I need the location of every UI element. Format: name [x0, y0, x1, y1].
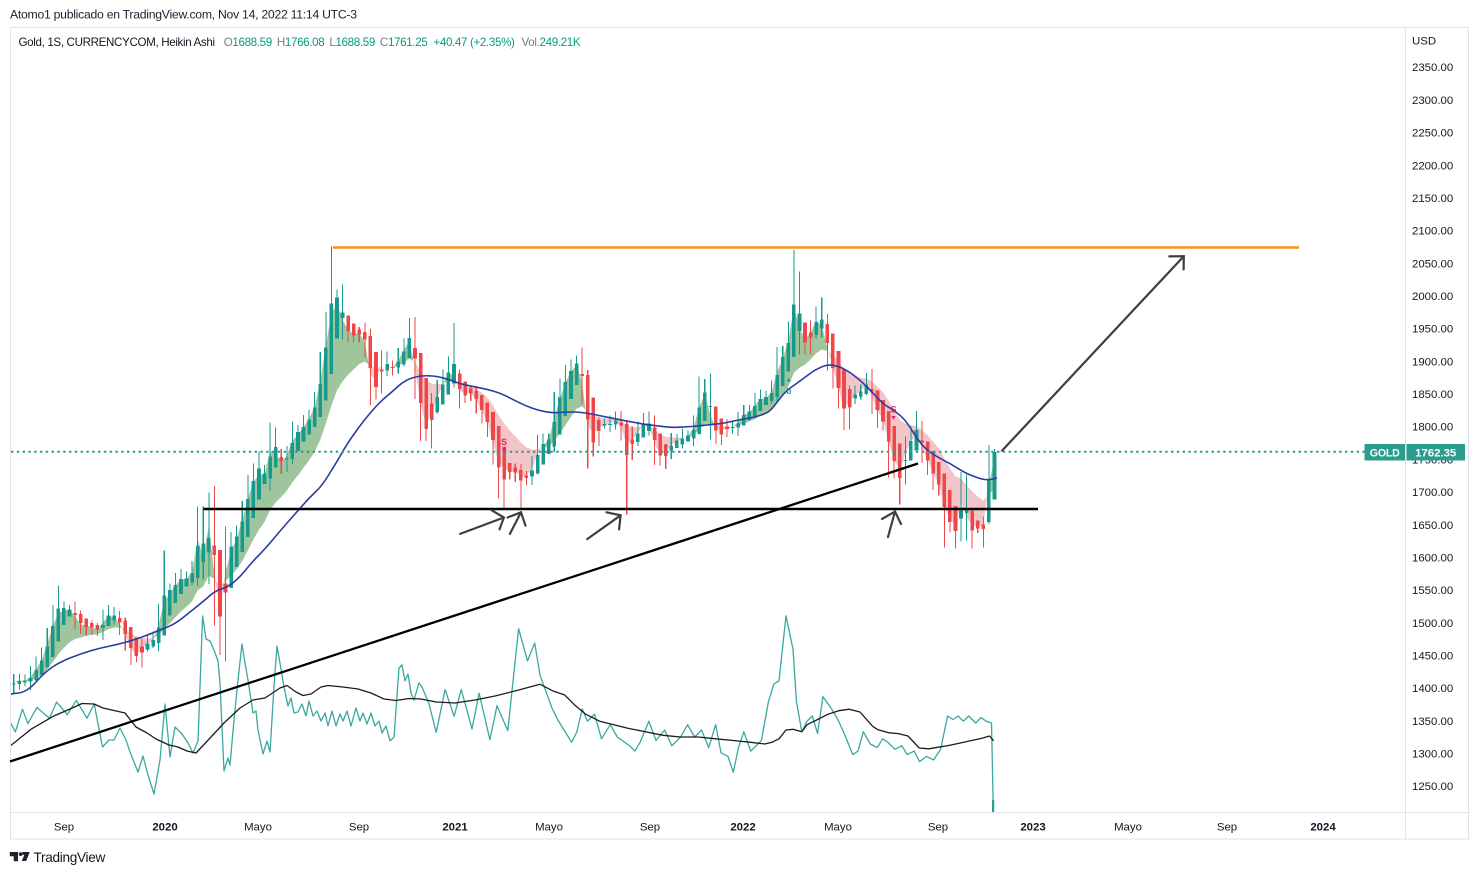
svg-text:1900.00: 1900.00 — [1412, 356, 1453, 368]
svg-text:Sep: Sep — [1217, 822, 1237, 834]
svg-text:2050.00: 2050.00 — [1412, 258, 1453, 270]
svg-text:S: S — [501, 437, 507, 447]
svg-text:1450.00: 1450.00 — [1412, 651, 1453, 663]
svg-text:1400.00: 1400.00 — [1412, 683, 1453, 695]
svg-text:1650.00: 1650.00 — [1412, 520, 1453, 532]
svg-text:b: b — [786, 386, 791, 396]
svg-text:Sep: Sep — [54, 822, 74, 834]
svg-text:Sep: Sep — [928, 822, 948, 834]
svg-text:USD: USD — [1412, 36, 1436, 48]
svg-text:Mayo: Mayo — [535, 822, 563, 834]
svg-text:Mayo: Mayo — [824, 822, 852, 834]
svg-text:1950.00: 1950.00 — [1412, 324, 1453, 336]
svg-text:2150.00: 2150.00 — [1412, 193, 1453, 205]
svg-text:2250.00: 2250.00 — [1412, 128, 1453, 140]
svg-text:2350.00: 2350.00 — [1412, 62, 1453, 74]
svg-text:1300.00: 1300.00 — [1412, 749, 1453, 761]
svg-text:1350.00: 1350.00 — [1412, 716, 1453, 728]
svg-text:2022: 2022 — [730, 822, 755, 834]
svg-text:2200.00: 2200.00 — [1412, 160, 1453, 172]
svg-text:Sep: Sep — [349, 822, 369, 834]
svg-text:1600.00: 1600.00 — [1412, 552, 1453, 564]
svg-text:GOLD: GOLD — [1370, 448, 1400, 460]
svg-text:2300.00: 2300.00 — [1412, 95, 1453, 107]
svg-text:1700.00: 1700.00 — [1412, 487, 1453, 499]
svg-text:2020: 2020 — [152, 822, 177, 834]
svg-text:2100.00: 2100.00 — [1412, 226, 1453, 238]
svg-text:Gold, 1S, CURRENCYCOM, Heikin: Gold, 1S, CURRENCYCOM, Heikin Ashi O1688.… — [19, 36, 581, 49]
svg-text:1762.35: 1762.35 — [1415, 448, 1457, 460]
svg-text:TradingView: TradingView — [34, 850, 106, 865]
svg-text:S: S — [890, 405, 896, 415]
svg-text:2024: 2024 — [1310, 822, 1336, 834]
svg-text:2021: 2021 — [442, 822, 468, 834]
svg-text:1550.00: 1550.00 — [1412, 585, 1453, 597]
svg-text:Sep: Sep — [640, 822, 660, 834]
svg-text:Atomo1 publicado en TradingVie: Atomo1 publicado en TradingView.com, Nov… — [10, 8, 357, 22]
svg-text:1500.00: 1500.00 — [1412, 618, 1453, 630]
svg-text:1800.00: 1800.00 — [1412, 422, 1453, 434]
svg-text:Mayo: Mayo — [244, 822, 272, 834]
svg-text:1250.00: 1250.00 — [1412, 781, 1453, 793]
svg-text:2000.00: 2000.00 — [1412, 291, 1453, 303]
svg-text:Mayo: Mayo — [1114, 822, 1142, 834]
svg-text:1850.00: 1850.00 — [1412, 389, 1453, 401]
svg-text:2023: 2023 — [1020, 822, 1045, 834]
